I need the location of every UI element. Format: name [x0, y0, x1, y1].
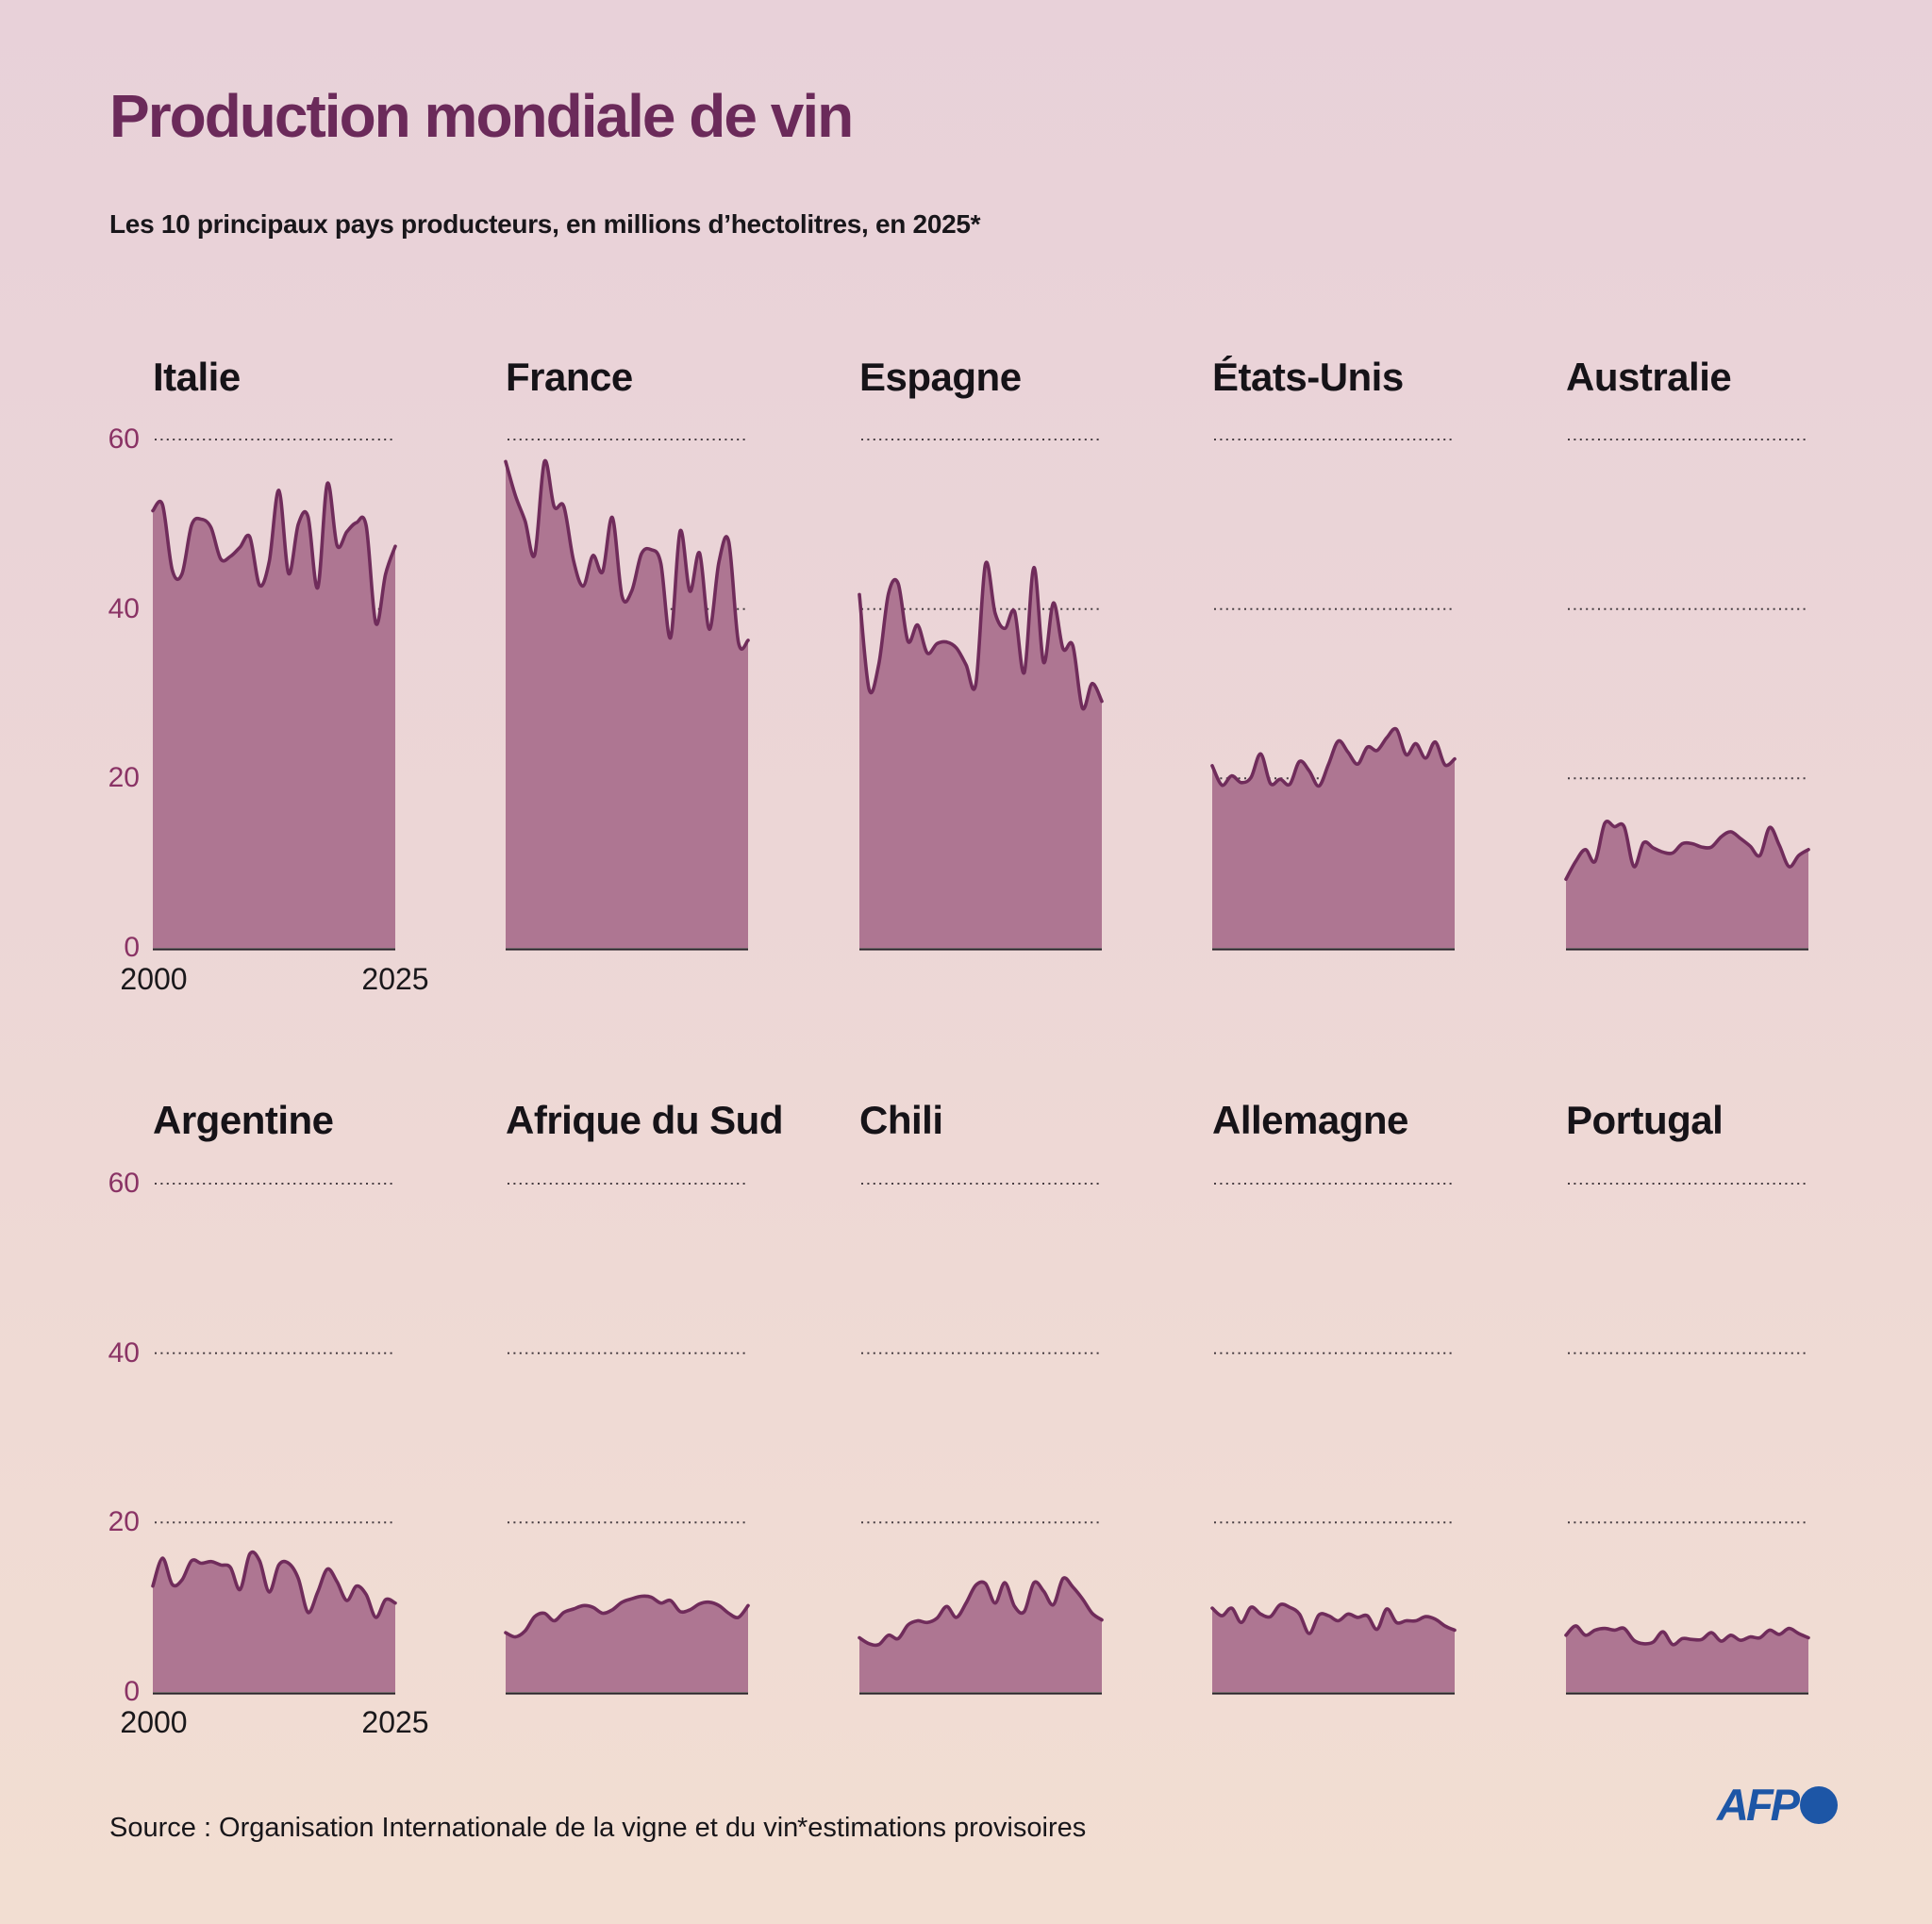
chart-portugal: Portugal	[1564, 1098, 1810, 1758]
area-chart-svg	[151, 439, 397, 951]
area-line	[151, 1550, 397, 1619]
chart-title: Portugal	[1566, 1098, 1724, 1142]
area-chart-svg	[151, 1183, 397, 1695]
area-chart-svg	[858, 1183, 1104, 1695]
area-chart-svg	[1210, 439, 1457, 951]
area-line	[1564, 820, 1810, 881]
y-tick-label-60: 60	[108, 1168, 140, 1199]
chart-title: France	[506, 355, 633, 399]
footnote-text: *estimations provisoires	[797, 1813, 1087, 1843]
area-line	[151, 481, 397, 626]
chart-title: Chili	[859, 1098, 943, 1142]
area-line	[1210, 1602, 1457, 1635]
area-chart-svg	[1564, 1183, 1810, 1695]
area-fill	[1566, 821, 1808, 948]
area-fill	[859, 1577, 1102, 1692]
y-tick-label-40: 40	[108, 593, 140, 624]
area-fill	[153, 483, 395, 948]
area-fill	[1566, 1625, 1808, 1692]
afp-logo-dot	[1800, 1786, 1838, 1824]
chart-afrique-du-sud: Afrique du Sud	[504, 1098, 783, 1758]
chart-title: Argentine	[153, 1098, 334, 1142]
y-tick-label-0: 0	[124, 932, 140, 963]
area-chart-svg	[858, 439, 1104, 951]
x-tick-label-2000: 2000	[120, 962, 188, 996]
area-line	[504, 458, 750, 651]
x-tick-label-2025: 2025	[361, 1705, 429, 1739]
area-line	[858, 1576, 1104, 1648]
afp-logo: AFP	[1717, 1780, 1838, 1830]
chart-france: France	[504, 355, 750, 1015]
area-fill	[506, 1596, 748, 1692]
area-line	[1210, 726, 1457, 788]
area-chart-svg	[504, 439, 750, 951]
chart-etats-unis: États-Unis	[1210, 355, 1457, 1015]
area-chart-svg	[1564, 439, 1810, 951]
chart-title: Italie	[153, 355, 241, 399]
afp-logo-text: AFP	[1717, 1780, 1800, 1830]
chart-title: États-Unis	[1212, 355, 1404, 399]
y-tick-label-0: 0	[124, 1676, 140, 1707]
chart-australie: Australie	[1564, 355, 1810, 1015]
area-fill	[506, 460, 748, 949]
area-fill	[153, 1551, 395, 1692]
area-fill	[1212, 1603, 1455, 1692]
area-line	[504, 1594, 750, 1639]
area-chart-svg	[1210, 1183, 1457, 1695]
chart-title: Allemagne	[1212, 1098, 1408, 1142]
chart-title: Australie	[1566, 355, 1732, 399]
chart-allemagne: Allemagne	[1210, 1098, 1457, 1758]
area-fill	[1212, 728, 1455, 948]
y-tick-label-40: 40	[108, 1337, 140, 1368]
y-tick-label-20: 20	[108, 1506, 140, 1537]
area-line	[1564, 1624, 1810, 1647]
chart-italie: Italie 60 40 20 0 2000 2025	[108, 355, 429, 1015]
source-text: Source : Organisation Internationale de …	[109, 1813, 799, 1843]
chart-chili: Chili	[858, 1098, 1104, 1758]
area-line	[858, 560, 1104, 711]
x-tick-label-2025: 2025	[361, 962, 429, 996]
chart-espagne: Espagne	[858, 355, 1104, 1015]
x-tick-label-2000: 2000	[120, 1705, 188, 1739]
chart-argentine: Argentine 60 40 20 0 2000 2025	[108, 1098, 429, 1758]
y-tick-label-20: 20	[108, 762, 140, 793]
area-chart-svg	[504, 1183, 750, 1695]
chart-title: Espagne	[859, 355, 1022, 399]
subtitle: Les 10 principaux pays producteurs, en m…	[109, 209, 981, 239]
page-title: Production mondiale de vin	[109, 82, 854, 150]
chart-title: Afrique du Sud	[506, 1098, 783, 1142]
y-tick-label-60: 60	[108, 423, 140, 455]
